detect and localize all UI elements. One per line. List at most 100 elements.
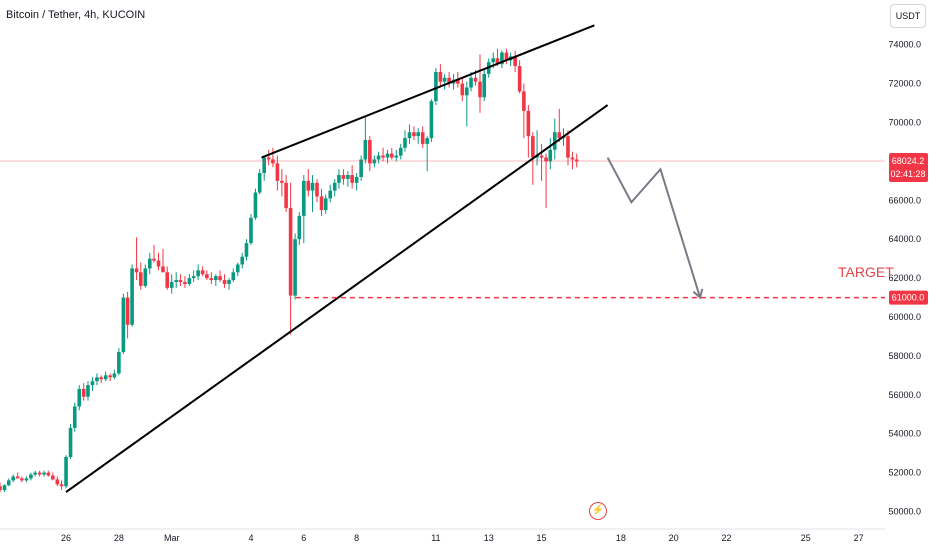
candle	[381, 147, 385, 162]
candle	[297, 211, 302, 246]
candle-body	[121, 297, 126, 353]
candle-body	[465, 87, 469, 96]
y-tick-label: 72000.0	[888, 79, 921, 89]
candle-body	[90, 381, 95, 386]
candle	[205, 270, 209, 281]
candle-body	[196, 270, 200, 277]
candle	[526, 105, 531, 158]
candle	[376, 151, 381, 164]
candle-body	[425, 138, 429, 144]
candle-body	[350, 175, 354, 183]
candle	[407, 124, 412, 144]
candle	[235, 262, 240, 277]
candle	[6, 478, 11, 487]
candle-body	[341, 175, 346, 179]
lightning-bolt-icon[interactable]: ⚡	[589, 502, 607, 520]
x-axis: 26 28 Mar 4 6 8 11 13 15 18 20 22 25 27	[61, 533, 864, 543]
candle-body	[566, 136, 570, 158]
candle-body	[178, 280, 183, 283]
x-tick-label: 13	[484, 533, 494, 543]
candle	[209, 272, 214, 284]
candle-body	[46, 472, 51, 476]
y-tick-label: 54000.0	[888, 429, 921, 439]
candle-body	[11, 476, 16, 481]
candle	[55, 476, 60, 487]
candle	[500, 50, 504, 69]
candle	[323, 194, 328, 214]
candle-body	[68, 427, 73, 458]
candle	[249, 213, 253, 246]
candle	[539, 143, 544, 181]
candle-body	[156, 260, 161, 267]
candle	[2, 484, 7, 493]
candle-body	[385, 153, 390, 158]
candle-body	[77, 388, 82, 407]
candle-body	[95, 377, 99, 382]
candle-body	[460, 83, 465, 96]
candle	[302, 175, 306, 244]
candle-body	[544, 157, 548, 162]
candle	[86, 381, 90, 401]
candle	[244, 239, 249, 261]
candle	[350, 165, 354, 189]
candle-body	[275, 163, 280, 181]
candle-body	[152, 258, 156, 261]
candle-body	[368, 140, 372, 164]
candle	[275, 155, 280, 191]
candle-body	[205, 274, 209, 279]
candle	[574, 153, 579, 168]
candle-body	[434, 71, 438, 102]
candle	[139, 262, 143, 290]
candle-body	[51, 475, 55, 480]
candle	[143, 264, 148, 288]
candle-body	[310, 182, 315, 191]
candle	[266, 149, 271, 166]
candle-body	[218, 276, 222, 281]
candle	[15, 472, 20, 479]
candle-body	[117, 352, 121, 374]
candle-body	[240, 256, 245, 265]
candle-body	[552, 132, 557, 150]
candle-body	[15, 476, 20, 479]
candle	[398, 143, 403, 160]
candle	[293, 233, 297, 300]
candle	[262, 155, 266, 181]
candle	[385, 149, 390, 164]
candle	[394, 149, 399, 162]
candle-body	[174, 280, 179, 283]
candle	[253, 188, 258, 220]
candle	[108, 373, 112, 382]
candle-body	[244, 243, 249, 257]
candle-body	[37, 472, 42, 475]
y-tick-label: 64000.0	[888, 234, 921, 244]
candle-body	[262, 157, 266, 174]
candle	[42, 470, 46, 477]
candle-body	[504, 52, 509, 61]
candle	[46, 470, 51, 477]
candle	[544, 153, 548, 209]
candle	[447, 71, 451, 88]
candle	[29, 472, 33, 481]
x-tick-label: 22	[721, 533, 731, 543]
candle-body	[482, 73, 487, 98]
x-tick-label: 8	[354, 533, 359, 543]
candle	[222, 274, 227, 288]
currency-button[interactable]: USDT	[890, 4, 926, 28]
candle-body	[288, 208, 293, 296]
x-tick-label: 20	[669, 533, 679, 543]
candle-body	[539, 155, 544, 158]
candle	[165, 266, 170, 290]
candle-body	[469, 77, 473, 88]
candle-body	[403, 138, 407, 148]
x-tick-label: 28	[114, 533, 124, 543]
candle	[183, 276, 187, 288]
candle	[121, 293, 126, 354]
candle-body	[249, 217, 253, 244]
candle	[33, 470, 37, 477]
candle-body	[337, 175, 341, 183]
candle-body	[161, 266, 165, 273]
y-tick-label: 50000.0	[888, 506, 921, 516]
candle-body	[319, 196, 324, 211]
candle	[328, 184, 333, 203]
